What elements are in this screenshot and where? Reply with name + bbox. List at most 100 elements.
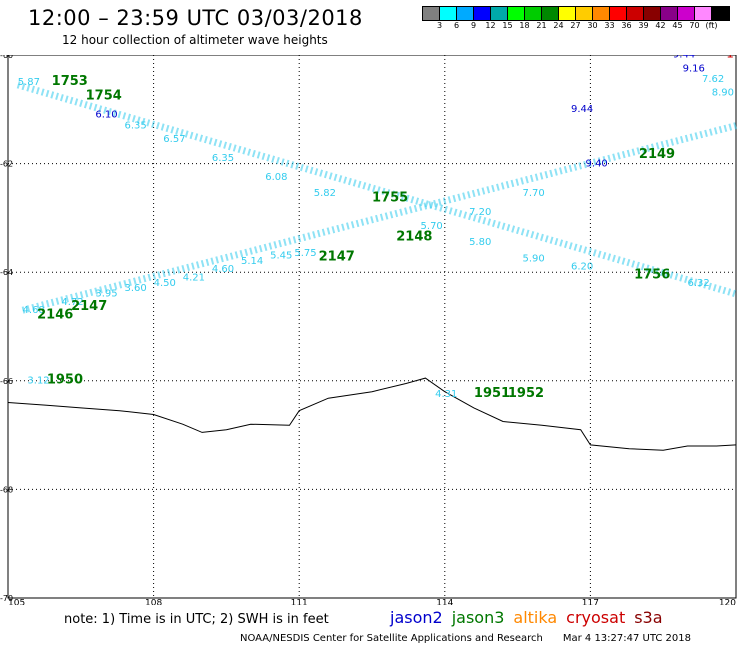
legend-label: 30 bbox=[587, 21, 598, 30]
x-tick-label: 114 bbox=[436, 599, 453, 605]
wave-height-label: 3.60 bbox=[124, 283, 146, 294]
wave-height-label: 6.20 bbox=[571, 261, 593, 272]
legend-swatch bbox=[712, 7, 729, 20]
satellite-altika: altika bbox=[513, 608, 558, 627]
legend-labels: 3 6 9 12 15 18 21 24 27 30 33 36 39 42 45 70 (ft) bbox=[422, 21, 730, 30]
wave-height-label: 9.16 bbox=[683, 63, 705, 74]
y-tick-label: -70 bbox=[0, 594, 13, 603]
legend-label: 42 bbox=[655, 21, 666, 30]
legend-label: (ft) bbox=[705, 21, 718, 30]
wave-height-label: 1951 bbox=[474, 386, 510, 401]
wave-height-label: 5.45 bbox=[270, 251, 292, 262]
wave-height-label: 6.35 bbox=[212, 153, 234, 164]
wave-height-label: 9.44 bbox=[673, 55, 695, 61]
legend-label: 70 bbox=[689, 21, 700, 30]
satellite-cryosat: cryosat bbox=[566, 608, 626, 627]
legend-swatch bbox=[661, 7, 678, 20]
legend-label: 3 bbox=[436, 21, 443, 30]
page-title: 12:00 – 23:59 UTC 03/03/2018 bbox=[28, 6, 363, 30]
legend-swatch bbox=[627, 7, 644, 20]
footer-credit: NOAA/NESDIS Center for Satellite Applica… bbox=[240, 633, 691, 644]
page-subtitle: 12 hour collection of altimeter wave hei… bbox=[62, 33, 328, 47]
legend-swatch bbox=[440, 7, 457, 20]
wave-height-label: 2147 bbox=[71, 299, 107, 314]
wave-height-label: 4.60 bbox=[212, 264, 234, 275]
legend-label: 18 bbox=[519, 21, 530, 30]
legend-swatches bbox=[422, 6, 730, 21]
x-tick-label: 111 bbox=[291, 599, 308, 605]
coastline bbox=[7, 377, 737, 451]
wave-height-label: 3.12 bbox=[27, 376, 49, 387]
legend-label: 36 bbox=[621, 21, 632, 30]
color-legend: 3 6 9 12 15 18 21 24 27 30 33 36 39 42 45 70 (ft) bbox=[422, 6, 730, 30]
wave-height-label: 2146 bbox=[37, 307, 73, 322]
y-tick-label: -68 bbox=[0, 485, 13, 494]
wave-height-label: 1 bbox=[726, 55, 734, 61]
legend-swatch bbox=[610, 7, 627, 20]
legend-label: 45 bbox=[672, 21, 683, 30]
satellite-jason2: jason2 bbox=[390, 608, 443, 627]
legend-swatch bbox=[695, 7, 712, 20]
legend-swatch bbox=[678, 7, 695, 20]
legend-label: 33 bbox=[604, 21, 615, 30]
wave-height-label: 5.75 bbox=[294, 248, 316, 259]
map-frame bbox=[7, 55, 737, 599]
wave-height-label: 2147 bbox=[319, 249, 355, 264]
legend-swatch bbox=[491, 7, 508, 20]
wave-height-label: 5.80 bbox=[469, 237, 491, 248]
legend-label: 21 bbox=[536, 21, 547, 30]
x-tick-label: 117 bbox=[582, 599, 599, 605]
legend-swatch bbox=[508, 7, 525, 20]
legend-label: 6 bbox=[453, 21, 460, 30]
legend-swatch bbox=[457, 7, 474, 20]
wave-height-label: 4.68 bbox=[23, 305, 45, 316]
wave-height-label: 1754 bbox=[86, 89, 122, 104]
wave-height-label: 6.35 bbox=[124, 120, 146, 131]
wave-height-label: 6.08 bbox=[265, 172, 287, 183]
legend-swatch bbox=[542, 7, 559, 20]
legend-label: 27 bbox=[570, 21, 581, 30]
footer-note: note: 1) Time is in UTC; 2) SWH is in fe… bbox=[64, 612, 329, 627]
y-tick-label: -66 bbox=[0, 377, 13, 386]
wave-height-label: 1753 bbox=[52, 74, 88, 89]
legend-swatch bbox=[423, 7, 440, 20]
legend-label: 9 bbox=[470, 21, 477, 30]
satellite-track bbox=[16, 81, 737, 298]
y-tick-label: -60 bbox=[0, 55, 13, 60]
y-tick-label: -62 bbox=[0, 160, 13, 169]
x-tick-label: 108 bbox=[145, 599, 162, 605]
wave-height-label: 2148 bbox=[396, 230, 432, 245]
legend-swatch bbox=[525, 7, 542, 20]
wave-height-label: 1756 bbox=[634, 268, 670, 283]
wave-height-label: 2149 bbox=[639, 147, 675, 162]
legend-swatch bbox=[474, 7, 491, 20]
wave-height-label: 7.62 bbox=[702, 74, 724, 85]
wave-height-label: 9.44 bbox=[571, 104, 593, 115]
wave-height-label: 4.21 bbox=[183, 272, 205, 283]
wave-height-label: 5.82 bbox=[314, 188, 336, 199]
wave-height-label: 7.20 bbox=[469, 207, 491, 218]
wave-height-label: 4.50 bbox=[154, 278, 176, 289]
wave-height-label: 7.70 bbox=[522, 188, 544, 199]
credit-text: NOAA/NESDIS Center for Satellite Applica… bbox=[240, 633, 543, 644]
legend-swatch bbox=[576, 7, 593, 20]
y-tick-label: -64 bbox=[0, 268, 13, 277]
legend-swatch bbox=[593, 7, 610, 20]
legend-label: 39 bbox=[638, 21, 649, 30]
satellite-s3a: s3a bbox=[634, 608, 663, 627]
wave-height-label: 1952 bbox=[508, 386, 544, 401]
wave-height-label: 5.90 bbox=[522, 253, 544, 264]
wave-height-label: 4.31 bbox=[435, 389, 457, 400]
satellite-jason3: jason3 bbox=[451, 608, 505, 627]
legend-label: 15 bbox=[502, 21, 513, 30]
wave-height-label: 6.57 bbox=[163, 134, 185, 145]
wave-height-label: 4.72 bbox=[61, 297, 83, 308]
altimeter-map: 105 108 111 114 117 120 -60 -62 -64 -66 -68 -70 5.87… bbox=[0, 55, 737, 605]
wave-height-label: 5.87 bbox=[18, 77, 40, 88]
x-tick-label: 105 bbox=[8, 599, 25, 605]
wave-height-label: 1950 bbox=[47, 373, 83, 388]
satellite-legend: jason2 jason3 altika cryosat s3a bbox=[390, 608, 672, 627]
wave-height-label: 8.90 bbox=[712, 88, 734, 99]
timestamp-text: Mar 4 13:27:47 UTC 2018 bbox=[562, 633, 691, 644]
wave-height-label: 3.95 bbox=[95, 289, 117, 300]
